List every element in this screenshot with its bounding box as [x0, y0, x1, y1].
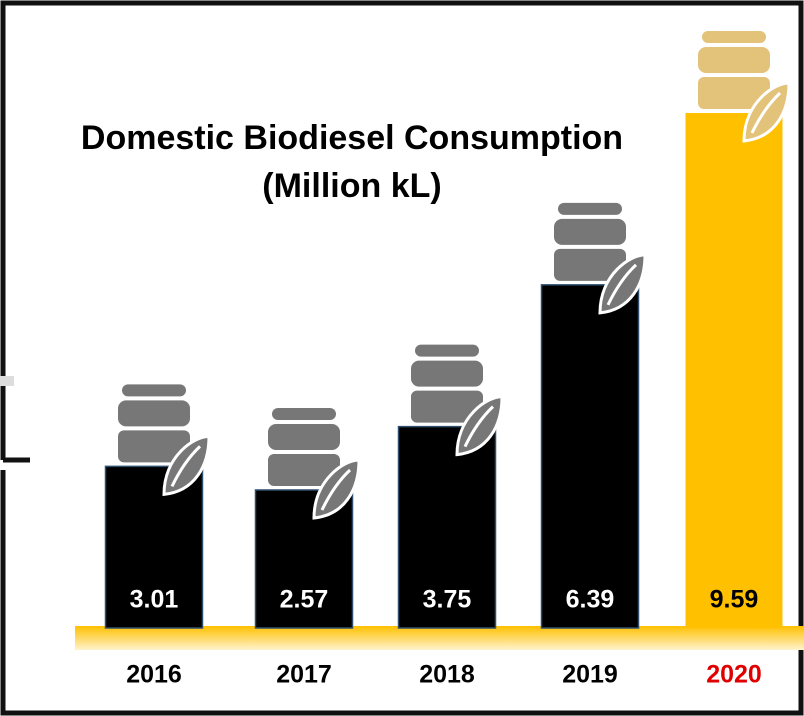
barrel-cap: [558, 202, 622, 215]
barrel-top: [118, 400, 190, 427]
bar: [540, 284, 640, 629]
barrel-icon: [118, 384, 211, 497]
leaf-vein: [463, 405, 495, 448]
bar: [397, 425, 497, 629]
barrel-cap: [122, 384, 186, 397]
barrel-body: [698, 77, 770, 109]
barrel-top: [411, 360, 483, 387]
barrel-icon: [554, 202, 647, 315]
bar: [254, 489, 354, 629]
bar: [685, 113, 783, 628]
value-label: 9.59: [710, 586, 759, 614]
leaf-vein: [320, 468, 352, 511]
x-tick-label: 2017: [276, 661, 332, 689]
frame-notch: [0, 376, 14, 386]
x-tick-label: 2018: [419, 661, 475, 689]
barrel-body: [118, 430, 190, 463]
value-label: 2.57: [280, 586, 329, 614]
barrel-cap: [415, 344, 479, 357]
chart-title: Domestic Biodiesel Consumption: [81, 119, 623, 157]
barrel-icon: [268, 407, 361, 520]
barrel-body: [268, 453, 340, 486]
bar: [104, 465, 204, 629]
barrel-top: [268, 423, 340, 450]
x-tick-label: 2019: [562, 661, 618, 689]
bars: 3.01 2016 2.57 2017 3.75 2018 6.39 2019 9.59 2020: [104, 31, 791, 689]
barrel-icon: [411, 344, 504, 457]
barrel-top: [698, 47, 770, 73]
chart-subtitle: (Million kL): [262, 167, 441, 205]
barrel-body: [554, 248, 626, 281]
x-tick-label: 2020: [706, 661, 762, 689]
barrel-top: [554, 218, 626, 245]
barrel-icon: [698, 31, 791, 143]
leaf-vein: [606, 263, 638, 306]
value-label: 3.75: [423, 586, 472, 614]
barrel-body: [411, 390, 483, 423]
leaf-vein: [170, 445, 202, 488]
barrel-cap: [702, 31, 766, 43]
value-label: 6.39: [566, 586, 615, 614]
leaf-vein: [750, 91, 782, 134]
value-label: 3.01: [130, 586, 179, 614]
x-tick-label: 2016: [126, 661, 182, 689]
base-strip: [75, 626, 804, 650]
barrel-cap: [272, 407, 336, 420]
